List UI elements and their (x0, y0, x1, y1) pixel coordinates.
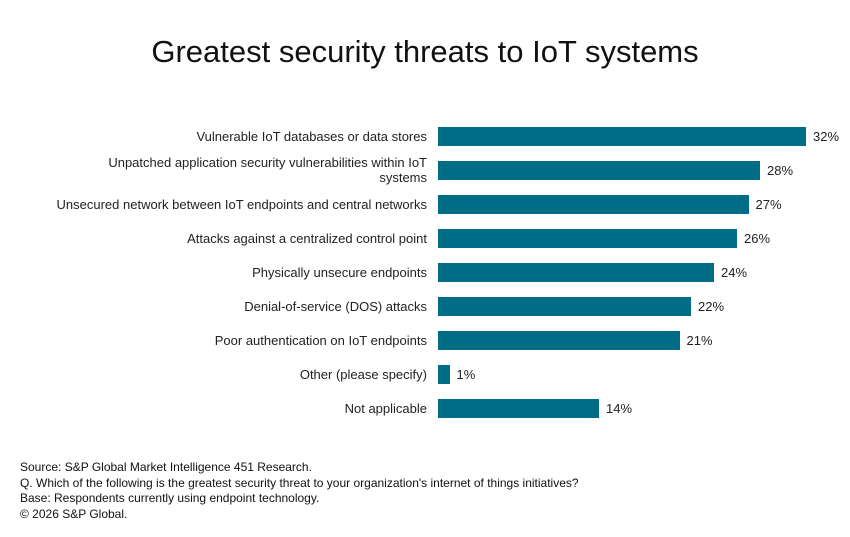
bar-chart: Vulnerable IoT databases or data stores 3… (56, 127, 840, 418)
bar (438, 365, 450, 384)
category-label: Not applicable (344, 401, 427, 416)
question-note: Q. Which of the following is the greates… (20, 475, 579, 490)
bar (438, 229, 737, 248)
category-label: Unsecured network between IoT endpoints … (56, 197, 427, 212)
value-label: 26% (744, 231, 771, 246)
category-label: Denial-of-service (DOS) attacks (244, 299, 427, 314)
category-label: Other (please specify) (299, 367, 427, 382)
category-label: Vulnerable IoT databases or data stores (196, 129, 427, 144)
bar (438, 331, 680, 350)
category-label: Attacks against a centralized control po… (187, 231, 427, 246)
bar (438, 399, 599, 418)
value-label: 22% (698, 299, 725, 314)
value-label: 32% (813, 129, 840, 144)
value-label: 24% (721, 265, 748, 280)
bar (438, 161, 760, 180)
base-note: Base: Respondents currently using endpoi… (20, 491, 320, 505)
bar (438, 263, 714, 282)
chart-footer: Source: S&P Global Market Intelligence 4… (20, 460, 579, 522)
value-label: 1% (456, 367, 476, 382)
category-label: Unpatched application security vulnerabi… (108, 155, 427, 185)
bar (438, 127, 806, 146)
copyright-note: © 2026 S&P Global. (20, 506, 128, 521)
value-label: 21% (686, 333, 713, 348)
chart-title: Greatest security threats to IoT systems (151, 34, 699, 69)
value-label: 14% (606, 401, 633, 416)
value-label: 27% (755, 197, 782, 212)
category-label: Physically unsecure endpoints (252, 265, 427, 280)
category-label: Poor authentication on IoT endpoints (214, 333, 427, 348)
value-label: 28% (767, 163, 794, 178)
source-note: Source: S&P Global Market Intelligence 4… (20, 460, 312, 474)
bar (438, 297, 691, 316)
bar (438, 195, 749, 214)
